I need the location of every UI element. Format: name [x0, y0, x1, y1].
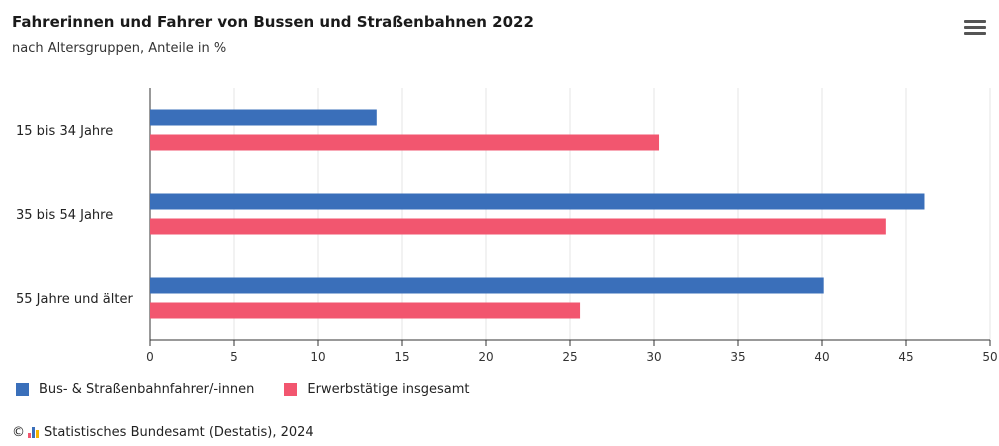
x-tick-label: 5: [230, 350, 238, 364]
legend: Bus- & Straßenbahnfahrer/-innen Erwerbst…: [16, 382, 499, 397]
x-tick-label: 20: [478, 350, 493, 364]
menu-line: [964, 26, 986, 29]
x-tick-label: 15: [394, 350, 409, 364]
legend-item-all-employed[interactable]: Erwerbstätige insgesamt: [284, 382, 469, 397]
chart-subtitle: nach Altersgruppen, Anteile in %: [12, 41, 227, 56]
hamburger-menu-icon[interactable]: [964, 20, 986, 40]
x-tick-label: 30: [646, 350, 661, 364]
x-tick-label: 0: [146, 350, 154, 364]
x-tick-label: 40: [814, 350, 829, 364]
x-tick-label: 50: [982, 350, 997, 364]
bar-bus-drivers: [150, 193, 925, 210]
menu-line: [964, 32, 986, 35]
bar-bus-drivers: [150, 277, 824, 294]
x-tick-label: 45: [898, 350, 913, 364]
source-text: Statistisches Bundesamt (Destatis), 2024: [44, 425, 314, 440]
legend-item-bus-drivers[interactable]: Bus- & Straßenbahnfahrer/-innen: [16, 382, 254, 397]
copyright-symbol: ©: [12, 425, 25, 440]
bar-all-employed: [150, 302, 581, 319]
bar-bus-drivers: [150, 109, 377, 126]
category-label: 55 Jahre und älter: [16, 292, 133, 307]
legend-label: Bus- & Straßenbahnfahrer/-innen: [39, 382, 255, 397]
legend-swatch-blue: [16, 383, 29, 396]
category-label: 15 bis 34 Jahre: [16, 124, 113, 139]
source-footer: © Statistisches Bundesamt (Destatis), 20…: [12, 425, 314, 440]
bar-all-employed: [150, 218, 886, 235]
legend-swatch-red: [284, 383, 298, 396]
category-label: 35 bis 54 Jahre: [16, 208, 113, 223]
menu-line: [964, 20, 986, 23]
legend-label: Erwerbstätige insgesamt: [307, 382, 470, 397]
x-tick-label: 35: [730, 350, 745, 364]
chart-title: Fahrerinnen und Fahrer von Bussen und St…: [12, 13, 534, 31]
x-tick-label: 10: [310, 350, 325, 364]
bar-all-employed: [150, 134, 660, 151]
x-tick-label: 25: [562, 350, 577, 364]
destatis-logo-icon: [28, 427, 40, 438]
